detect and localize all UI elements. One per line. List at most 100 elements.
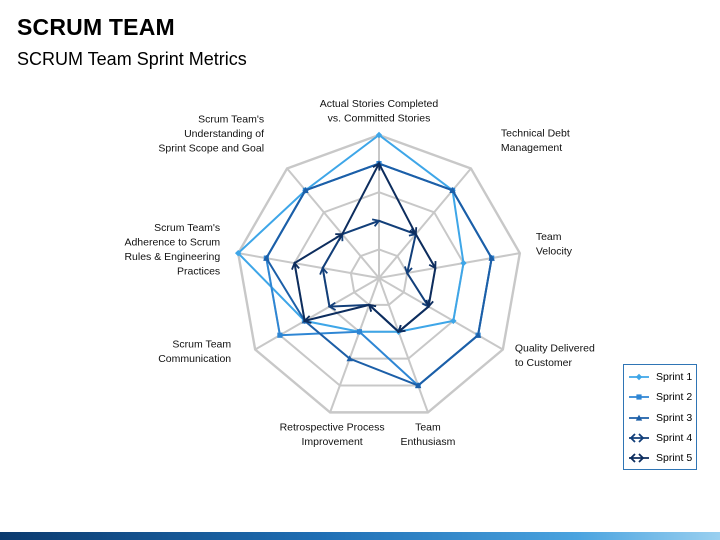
legend-item: Sprint 1 <box>627 370 695 384</box>
axis-label-line: Sprint Scope and Goal <box>158 142 264 154</box>
data-point <box>372 162 381 171</box>
legend-swatch-marker <box>629 433 645 443</box>
radar-spoke <box>378 277 429 413</box>
series-sprint-1 <box>234 131 467 335</box>
legend-swatch <box>629 414 649 421</box>
axis-label: Scrum Team Communication <box>158 339 231 366</box>
radar-grid-ring <box>236 133 522 414</box>
radar-spoke <box>378 167 472 279</box>
series-sprint-5 <box>291 161 437 334</box>
legend-swatch-marker <box>635 373 643 381</box>
legend-item: Sprint 2 <box>627 390 695 404</box>
axis-label-line: Team <box>415 421 441 433</box>
legend-label: Sprint 3 <box>656 411 693 424</box>
data-point <box>638 433 645 443</box>
series-sprint-4 <box>319 218 430 334</box>
data-point <box>449 186 456 193</box>
legend-item: Sprint 4 <box>627 431 695 445</box>
series-line <box>236 133 465 333</box>
legend-label: Sprint 5 <box>656 452 693 465</box>
axis-label-line: Actual Stories Completed <box>320 98 439 110</box>
axis-label-line: Rules & Engineering <box>124 251 220 263</box>
radar-grid-ring <box>293 191 465 360</box>
axis-label: Scrum Team's Understanding of Sprint Scope… <box>158 113 264 154</box>
axis-label-line: Improvement <box>301 436 362 448</box>
axis-label: Quality Delivered to Customer <box>515 343 595 370</box>
data-point <box>638 453 645 463</box>
legend-label: Sprint 1 <box>656 371 693 383</box>
axis-label-line: vs. Committed Stories <box>328 113 431 125</box>
data-point <box>375 131 383 139</box>
page-title: SCRUM TEAM <box>17 14 175 40</box>
axis-label-line: Team <box>536 231 562 243</box>
radar-grid <box>236 133 522 414</box>
axis-label-line: Quality Delivered <box>515 343 595 355</box>
legend-swatch <box>629 373 649 381</box>
data-point <box>460 259 467 267</box>
radar-spoke <box>329 277 380 413</box>
legend-swatch-marker <box>636 394 642 400</box>
radar-spoke <box>378 277 504 351</box>
data-point <box>397 324 406 333</box>
radar-grid-ring <box>349 248 409 306</box>
legend-swatch-marker <box>635 414 643 421</box>
radar-spoke <box>286 167 380 279</box>
axis-label-line: Enthusiasm <box>400 436 455 448</box>
axis-label-line: Adherence to Scrum <box>124 237 220 249</box>
page-subtitle: SCRUM Team Sprint Metrics <box>17 49 247 69</box>
data-point <box>356 329 363 335</box>
series-line <box>265 162 493 387</box>
axis-label: Team Velocity <box>536 231 573 258</box>
legend-swatch <box>629 394 649 400</box>
axis-label: Retrospective Process Improvement <box>280 421 385 448</box>
legend-item: Sprint 3 <box>627 411 695 425</box>
data-point <box>277 332 283 338</box>
data-point <box>450 317 457 325</box>
data-point <box>629 433 636 443</box>
axis-label-line: Management <box>501 142 562 154</box>
data-point <box>414 382 422 389</box>
series-line <box>293 161 437 334</box>
axis-label: Scrum Team's Adherence to Scrum Rules & En… <box>124 222 220 278</box>
data-point <box>303 315 312 324</box>
data-point <box>409 227 418 236</box>
data-point <box>425 299 434 309</box>
axis-label: Team Enthusiasm <box>400 421 455 448</box>
data-point <box>488 254 495 261</box>
axis-label-line: Communication <box>158 353 231 365</box>
axis-label: Actual Stories Completed vs. Committed St… <box>320 98 439 125</box>
data-point <box>635 414 643 421</box>
data-point <box>428 261 437 270</box>
legend-label: Sprint 2 <box>656 391 693 404</box>
legend-swatch <box>629 433 649 443</box>
data-point <box>234 249 242 257</box>
bottom-accent-bar <box>0 532 720 540</box>
data-point <box>636 394 642 400</box>
data-point <box>319 266 328 275</box>
axis-label-line: Scrum Team's <box>198 113 264 125</box>
axis-label-line: Practices <box>177 266 220 278</box>
chart-legend: Sprint 1 Sprint 2 Sprint 3 Sprint 4 Sprint 5 <box>623 364 697 470</box>
data-point <box>474 331 482 338</box>
data-point <box>635 373 643 381</box>
axis-label-line: Retrospective Process <box>280 421 385 433</box>
axis-label-line: Scrum Team's <box>154 222 220 234</box>
legend-label: Sprint 4 <box>656 431 693 444</box>
axis-label-line: Understanding of <box>184 128 264 140</box>
radar-spoke <box>254 277 380 351</box>
axis-label-line: Scrum Team <box>172 339 231 351</box>
data-point <box>335 233 344 241</box>
axis-label-line: to Customer <box>515 357 573 369</box>
legend-swatch-marker <box>629 453 645 463</box>
axis-label-line: Technical Debt <box>501 127 570 139</box>
axis-label: Technical Debt Management <box>501 127 570 154</box>
data-point <box>371 218 381 227</box>
data-point <box>302 186 309 193</box>
data-point <box>629 453 636 463</box>
data-point <box>367 303 377 312</box>
axis-label-line: Velocity <box>536 246 573 258</box>
data-point <box>346 355 353 362</box>
data-point <box>404 266 413 275</box>
data-point <box>291 261 300 270</box>
